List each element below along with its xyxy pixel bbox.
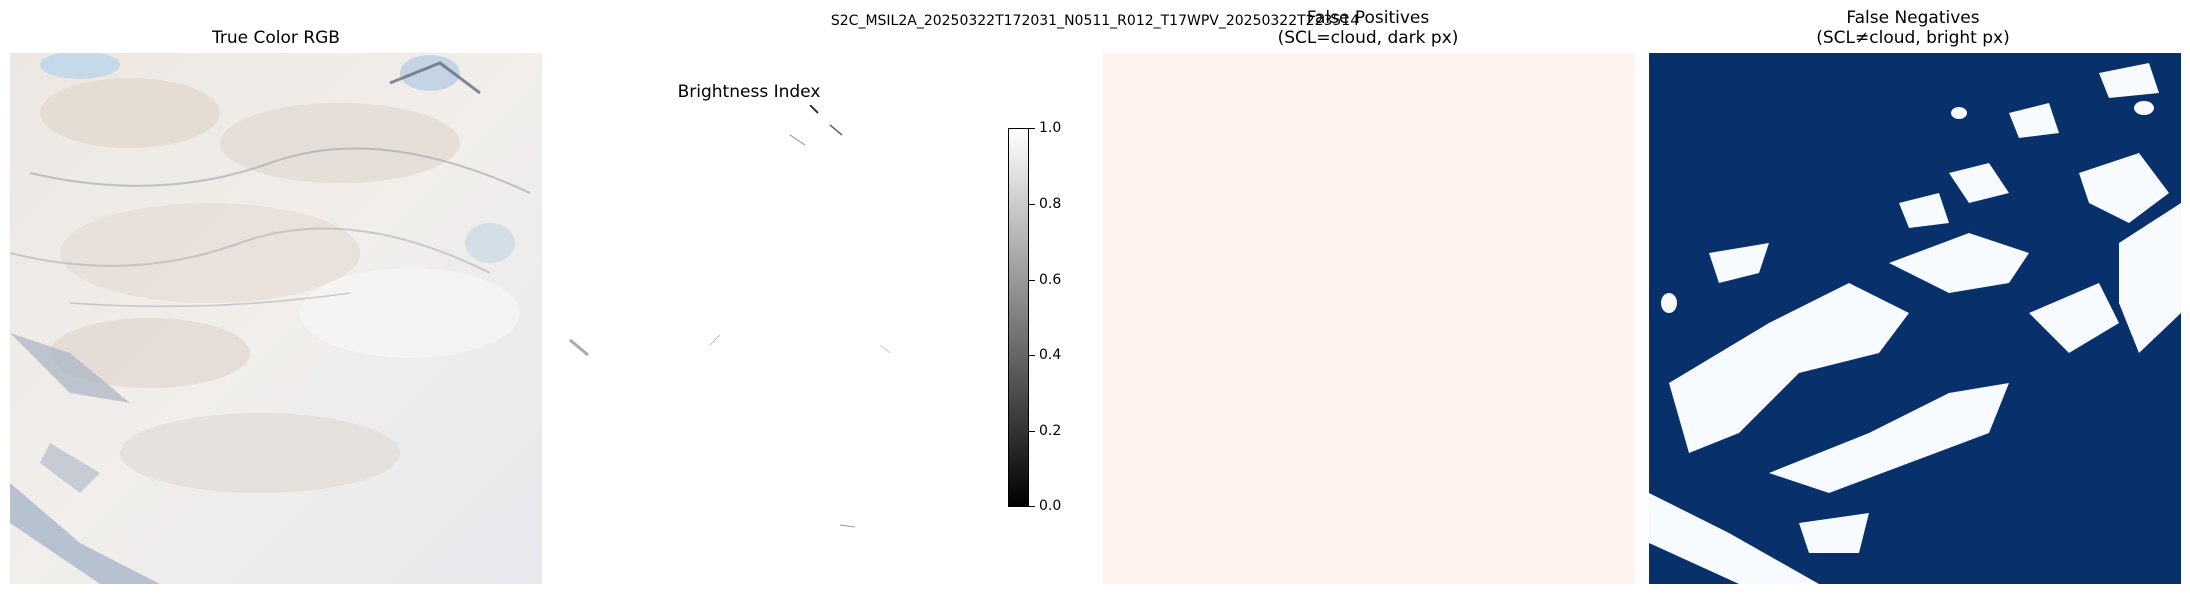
panel-title-brightness-index: Brightness Index [677,82,821,102]
panel-title-false-positives: False Positives (SCL=cloud, dark px) [1277,8,1459,48]
false-negatives-mask [1649,63,2181,584]
brightness-colorbar [1008,128,1029,507]
false-positives-image [1103,53,1634,584]
true-color-rgb-image [10,53,542,584]
panel-title-false-negatives: False Negatives (SCL≠cloud, bright px) [1816,8,2010,48]
panel-title-true-color: True Color RGB [212,28,340,48]
brightness-index-raster [569,105,891,528]
true-color-rgb-raster [10,53,542,584]
figure-suptitle: S2C_MSIL2A_20250322T172031_N0511_R012_T1… [830,13,1360,29]
false-negatives-image [1649,53,2181,584]
brightness-index-image [560,105,980,535]
